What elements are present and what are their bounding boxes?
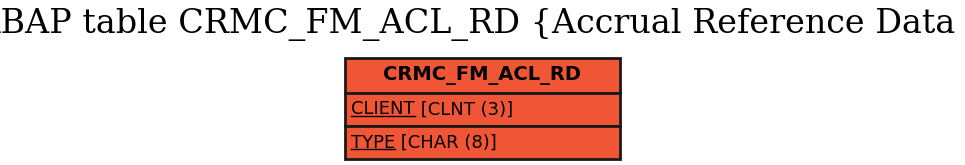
Bar xyxy=(345,93,620,126)
Text: TYPE: TYPE xyxy=(351,133,396,151)
Text: [CHAR (8)]: [CHAR (8)] xyxy=(396,133,497,151)
Text: SAP ABAP table CRMC_FM_ACL_RD {Accrual Reference Data Type}: SAP ABAP table CRMC_FM_ACL_RD {Accrual R… xyxy=(0,8,965,41)
Bar xyxy=(345,126,620,159)
Text: CLIENT: CLIENT xyxy=(351,100,415,118)
Bar xyxy=(345,58,620,93)
Text: CRMC_FM_ACL_RD: CRMC_FM_ACL_RD xyxy=(383,66,582,85)
Text: [CLNT (3)]: [CLNT (3)] xyxy=(415,100,512,118)
